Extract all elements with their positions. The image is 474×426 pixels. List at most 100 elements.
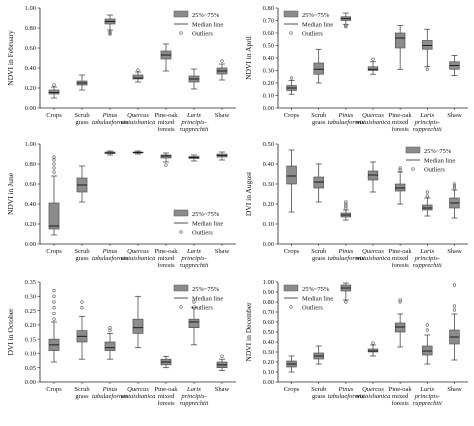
- x-tick-label-line: forests: [391, 126, 409, 133]
- box-item: [449, 55, 460, 76]
- y-tick-label: 0.20: [25, 85, 36, 92]
- outlier-point: [398, 168, 402, 172]
- box-item: [48, 83, 60, 99]
- outlier-point: [52, 311, 56, 316]
- x-tick-label: Scrub grass: [74, 248, 89, 262]
- y-tick-label: 0.00: [263, 379, 274, 386]
- outlier-point: [52, 162, 56, 166]
- x-tick-label-line: Larix: [186, 112, 201, 119]
- chart-panel: 0.00 0.10 0.20 0.30 0.40 0.50 DVI in August Cro…: [244, 141, 468, 269]
- legend-median-label: Median line: [302, 296, 333, 303]
- outlier-point: [452, 186, 457, 190]
- x-tick-label-line: Pinus: [102, 248, 118, 255]
- outlier-point: [52, 294, 56, 298]
- legend-box-swatch: [405, 146, 421, 154]
- legend: 25%~75% Median line Outliers: [405, 146, 455, 174]
- x-tick-label-line: Shaw: [215, 248, 230, 255]
- box-item: [449, 283, 460, 361]
- y-tick-label: 0.40: [263, 161, 274, 168]
- x-tick-label-line: Crops: [284, 386, 300, 393]
- y-tick-label: 0.00: [25, 105, 36, 112]
- x-tick-label-line: Quercus: [127, 112, 149, 119]
- legend-median-label: Median line: [192, 221, 223, 228]
- y-tick-label: 0.00: [263, 241, 274, 248]
- y-tick-label: 0.80: [263, 299, 274, 306]
- outlier-point: [452, 184, 457, 188]
- x-tick-label-line: grass: [75, 255, 89, 262]
- x-tick-label: Pinus tabulaeformis: [328, 248, 365, 262]
- x-tick-label: Crops: [284, 386, 300, 393]
- x-tick-label: Shaw: [447, 248, 462, 255]
- x-tick-label: Scrub grass: [311, 248, 326, 262]
- x-tick-label-line: forests: [391, 400, 409, 407]
- box-item: [313, 163, 324, 203]
- chart-panel: 0.00 0.20 0.40 0.60 0.80 1.00 NDVI in June Crop…: [6, 141, 236, 269]
- legend-box-swatch: [173, 10, 189, 18]
- x-tick-label-line: rupprechtii: [413, 400, 442, 407]
- outlier-point: [371, 341, 375, 345]
- box-iqr: [394, 322, 406, 333]
- box-iqr: [422, 40, 433, 50]
- x-tick-label-line: Quercus: [362, 248, 384, 255]
- outlier-point: [220, 354, 224, 358]
- outlier-point: [192, 300, 196, 304]
- y-tick-label: 0.15: [25, 336, 36, 343]
- x-tick-label: Quercus wutaishanica: [356, 112, 391, 126]
- y-tick-label: 0.10: [263, 221, 274, 228]
- box-item: [286, 355, 297, 373]
- y-tick-label: 0.80: [25, 25, 36, 32]
- outlier-point: [52, 300, 56, 304]
- outlier-point: [52, 158, 56, 162]
- x-tick-label: Pinus tabulaeformis: [92, 112, 129, 126]
- y-tick-label: 0.20: [25, 322, 36, 329]
- legend-box-swatch: [173, 209, 189, 217]
- x-tick-label-line: grass: [312, 255, 326, 262]
- box-item: [48, 155, 60, 236]
- x-tick-label-line: Crops: [284, 248, 300, 255]
- box-item: [367, 341, 379, 357]
- box-iqr: [394, 32, 406, 49]
- y-axis-label: DVI in August: [244, 171, 253, 216]
- box-item: [340, 282, 352, 304]
- box-item: [216, 151, 228, 161]
- x-tick-label-line: principis-: [180, 119, 206, 126]
- x-tick-label-line: rupprechtii: [413, 262, 442, 269]
- x-tick-label-line: Scrub: [74, 248, 89, 255]
- x-tick-label: Pinus tabulaeformis: [328, 386, 365, 400]
- outlier-point: [52, 166, 56, 170]
- box-item: [132, 68, 144, 83]
- x-tick-label: Scrub grass: [74, 386, 89, 400]
- box-item: [216, 59, 228, 81]
- y-tick-label: 0.35: [25, 279, 36, 286]
- box-item: [132, 150, 144, 155]
- x-tick-label-line: Crops: [46, 386, 62, 393]
- x-tick-label-line: mixed: [392, 255, 409, 262]
- outlier-point: [398, 166, 402, 170]
- y-tick-label: 0.10: [263, 93, 274, 100]
- y-tick-label: 0.60: [263, 319, 274, 326]
- x-tick-label-line: Shaw: [447, 248, 462, 255]
- legend-outlier-swatch: [289, 31, 293, 35]
- y-tick-label: 0.30: [263, 181, 274, 188]
- outlier-point: [220, 59, 224, 63]
- box-item: [394, 25, 406, 70]
- outlier-point: [52, 155, 56, 159]
- legend-outlier-swatch: [411, 167, 415, 171]
- outlier-point: [398, 298, 402, 302]
- x-tick-label-line: Pine-oak: [389, 112, 413, 119]
- x-tick-label: Pinus tabulaeformis: [328, 112, 365, 126]
- x-tick-label: Larix principis-rupprechtii: [413, 112, 442, 133]
- chart-panel: 0.00 0.10 0.20 0.30 0.40 0.50 0.60 0.70 0.80 NDVI…: [244, 5, 468, 133]
- x-tick-label-line: forests: [157, 400, 175, 407]
- x-tick-label: Shaw: [215, 248, 230, 255]
- x-tick-label-line: tabulaeformis: [328, 393, 365, 400]
- x-tick-label-line: Shaw: [215, 386, 230, 393]
- x-tick-label-line: mixed: [392, 119, 409, 126]
- box-item: [313, 48, 324, 84]
- outlier-point: [52, 83, 56, 87]
- x-tick-label: Pine-oak mixed forests: [154, 112, 178, 133]
- y-tick-label: 0.20: [263, 80, 274, 87]
- x-tick-label-line: Pine-oak: [389, 248, 413, 255]
- legend-box-label: 25%~75%: [424, 148, 452, 155]
- x-tick-label-line: Pinus: [102, 386, 118, 393]
